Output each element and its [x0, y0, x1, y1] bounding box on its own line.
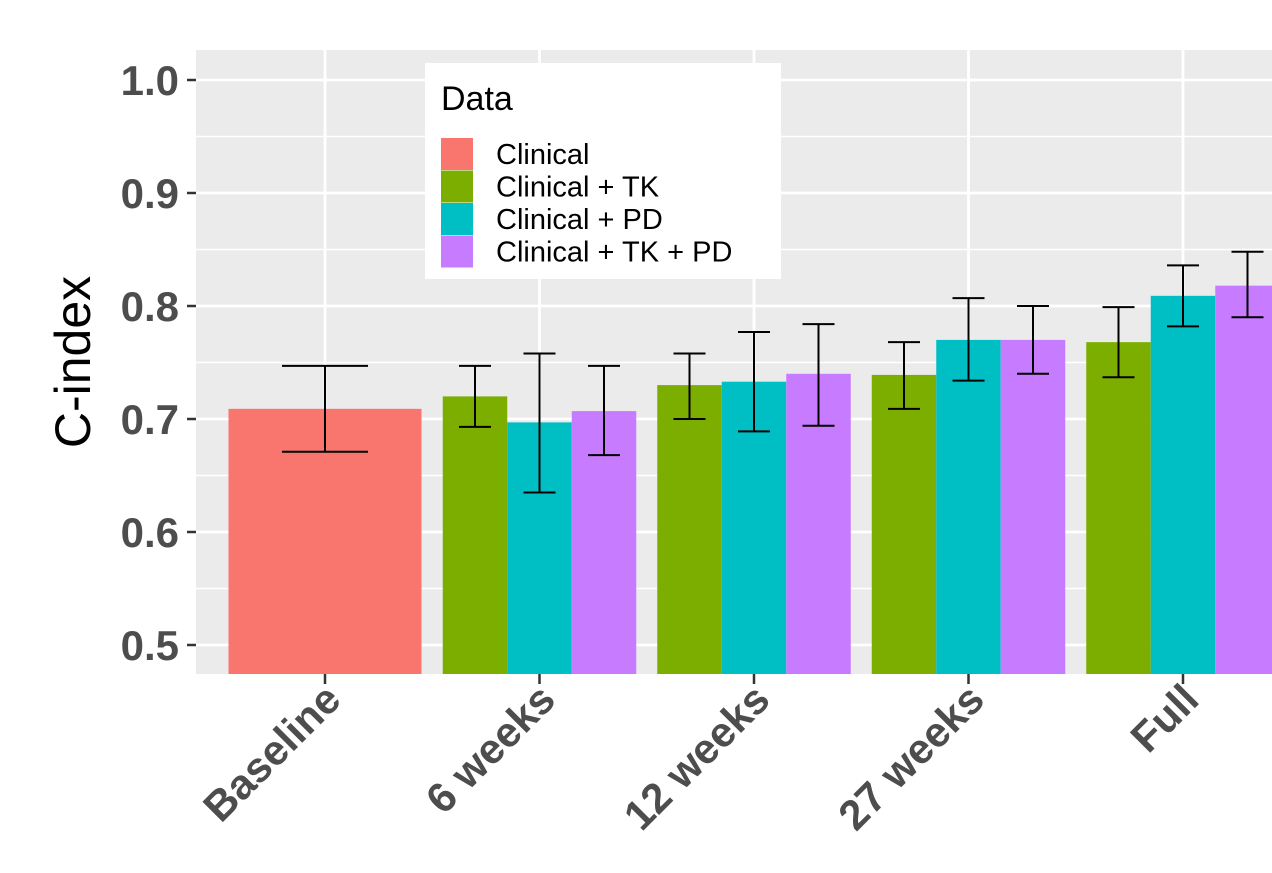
bars: [228, 285, 1272, 674]
y-tick-label: 0.7: [121, 396, 179, 443]
x-tick-label: 27 weeks: [829, 675, 993, 839]
bar: [871, 374, 937, 674]
bar: [1000, 339, 1066, 674]
bar: [657, 385, 722, 674]
bar: [228, 408, 422, 674]
y-tick-label: 1.0: [121, 57, 179, 104]
bar: [442, 396, 508, 674]
y-tick-label: 0.6: [121, 509, 179, 556]
legend-label: Clinical: [496, 139, 589, 171]
y-axis: 0.5 0.6 0.7 0.8 0.9 1.0: [121, 57, 196, 669]
bar: [1150, 295, 1216, 674]
legend-label: Clinical + TK: [496, 172, 660, 204]
error-bars: [282, 250, 1264, 494]
y-tick-label: 0.8: [121, 283, 179, 330]
legend-title: Data: [441, 80, 513, 118]
x-tick-label: Full: [1121, 675, 1207, 761]
x-tick-label: 12 weeks: [615, 675, 779, 839]
legend-box: [425, 63, 781, 279]
legend-swatch: [441, 170, 473, 203]
x-axis: Baseline 6 weeks 12 weeks 27 weeks Full: [194, 674, 1207, 839]
legend-label: Clinical + TK + PD: [496, 237, 732, 269]
legend-label: Clinical + PD: [496, 204, 663, 236]
bar: [1215, 285, 1272, 674]
x-tick-label: 6 weeks: [417, 675, 564, 822]
bar: [1086, 342, 1151, 674]
legend-swatch: [441, 138, 473, 170]
y-tick-label: 0.9: [121, 170, 179, 217]
bar: [936, 339, 1001, 674]
legend-swatch: [441, 235, 473, 268]
legend-swatch: [441, 203, 473, 235]
y-axis-label: C-index: [45, 276, 101, 448]
y-tick-label: 0.5: [121, 622, 179, 669]
x-tick-label: Baseline: [194, 675, 349, 830]
